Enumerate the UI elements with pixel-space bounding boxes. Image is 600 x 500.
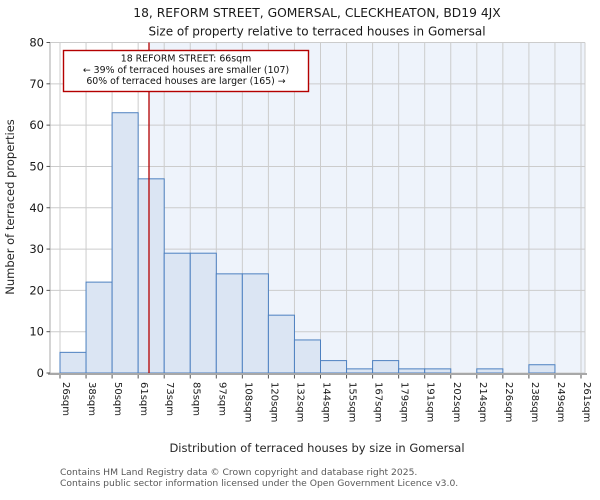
y-tick-label: 50 — [29, 159, 44, 173]
y-tick-label: 80 — [29, 36, 44, 50]
x-axis-title: Distribution of terraced houses by size … — [169, 441, 464, 455]
histogram-bar — [241, 273, 269, 374]
histogram-bar — [215, 273, 243, 374]
histogram-bar — [398, 368, 426, 374]
y-tick-label: 70 — [29, 77, 44, 91]
y-tick-label: 0 — [37, 366, 44, 380]
x-tick-label: 73sqm — [164, 382, 175, 416]
y-tick-label: 10 — [29, 325, 44, 339]
histogram-bar — [476, 368, 504, 374]
x-tick-label: 179sqm — [399, 382, 410, 422]
annotation-larger-stat: 60% of terraced houses are larger (165) … — [86, 76, 285, 87]
y-axis-title: Number of terraced properties — [3, 119, 17, 295]
histogram-bar — [59, 351, 87, 374]
x-tick-label: 155sqm — [347, 382, 358, 422]
x-tick-label: 167sqm — [373, 382, 384, 422]
x-tick-label: 97sqm — [216, 382, 227, 416]
y-tick-label: 30 — [29, 242, 44, 256]
histogram-bar — [320, 360, 348, 374]
x-tick-label: 61sqm — [138, 382, 149, 416]
histogram-bar — [293, 339, 322, 374]
histogram-bar — [137, 178, 165, 374]
footer-attribution-line2: Contains public sector information licen… — [60, 478, 458, 489]
x-tick-label: 191sqm — [425, 382, 436, 422]
annotation-smaller-stat: ← 39% of terraced houses are smaller (10… — [83, 65, 289, 76]
x-tick-label: 144sqm — [321, 382, 332, 422]
x-tick-label: 120sqm — [268, 382, 279, 422]
histogram-bar — [85, 281, 113, 374]
histogram-bar — [189, 252, 217, 374]
x-tick-label: 249sqm — [555, 382, 566, 422]
histogram-bar — [111, 112, 139, 374]
histogram-bar — [267, 314, 295, 374]
x-tick-label: 85sqm — [190, 382, 201, 416]
chart-title: 18, REFORM STREET, GOMERSAL, CLECKHEATON… — [133, 6, 501, 20]
y-tick-label: 20 — [29, 283, 44, 297]
x-tick-label: 108sqm — [242, 382, 253, 422]
footer-attribution-line1: Contains HM Land Registry data © Crown c… — [60, 467, 417, 478]
histogram-bar — [424, 368, 452, 374]
x-tick-label: 238sqm — [529, 382, 540, 422]
annotation-box: 18 REFORM STREET: 66sqm ← 39% of terrace… — [62, 49, 310, 93]
y-tick-label: 60 — [29, 118, 44, 132]
x-tick-label: 26sqm — [60, 382, 71, 416]
histogram-bar — [163, 252, 191, 374]
y-tick-label: 40 — [29, 201, 44, 215]
annotation-box-frame — [62, 49, 310, 93]
chart-subtitle: Size of property relative to terraced ho… — [148, 25, 485, 39]
histogram-bar — [372, 360, 400, 374]
annotation-title: 18 REFORM STREET: 66sqm — [121, 54, 251, 65]
x-tick-label: 261sqm — [581, 382, 592, 422]
histogram-bar — [346, 368, 374, 374]
x-tick-label: 50sqm — [112, 382, 123, 416]
histogram-bar — [528, 364, 556, 374]
x-tick-label: 226sqm — [503, 382, 514, 422]
x-tick-label: 132sqm — [294, 382, 305, 422]
x-tick-label: 214sqm — [477, 382, 488, 422]
x-tick-label: 38sqm — [86, 382, 97, 416]
x-tick-label: 202sqm — [451, 382, 462, 422]
